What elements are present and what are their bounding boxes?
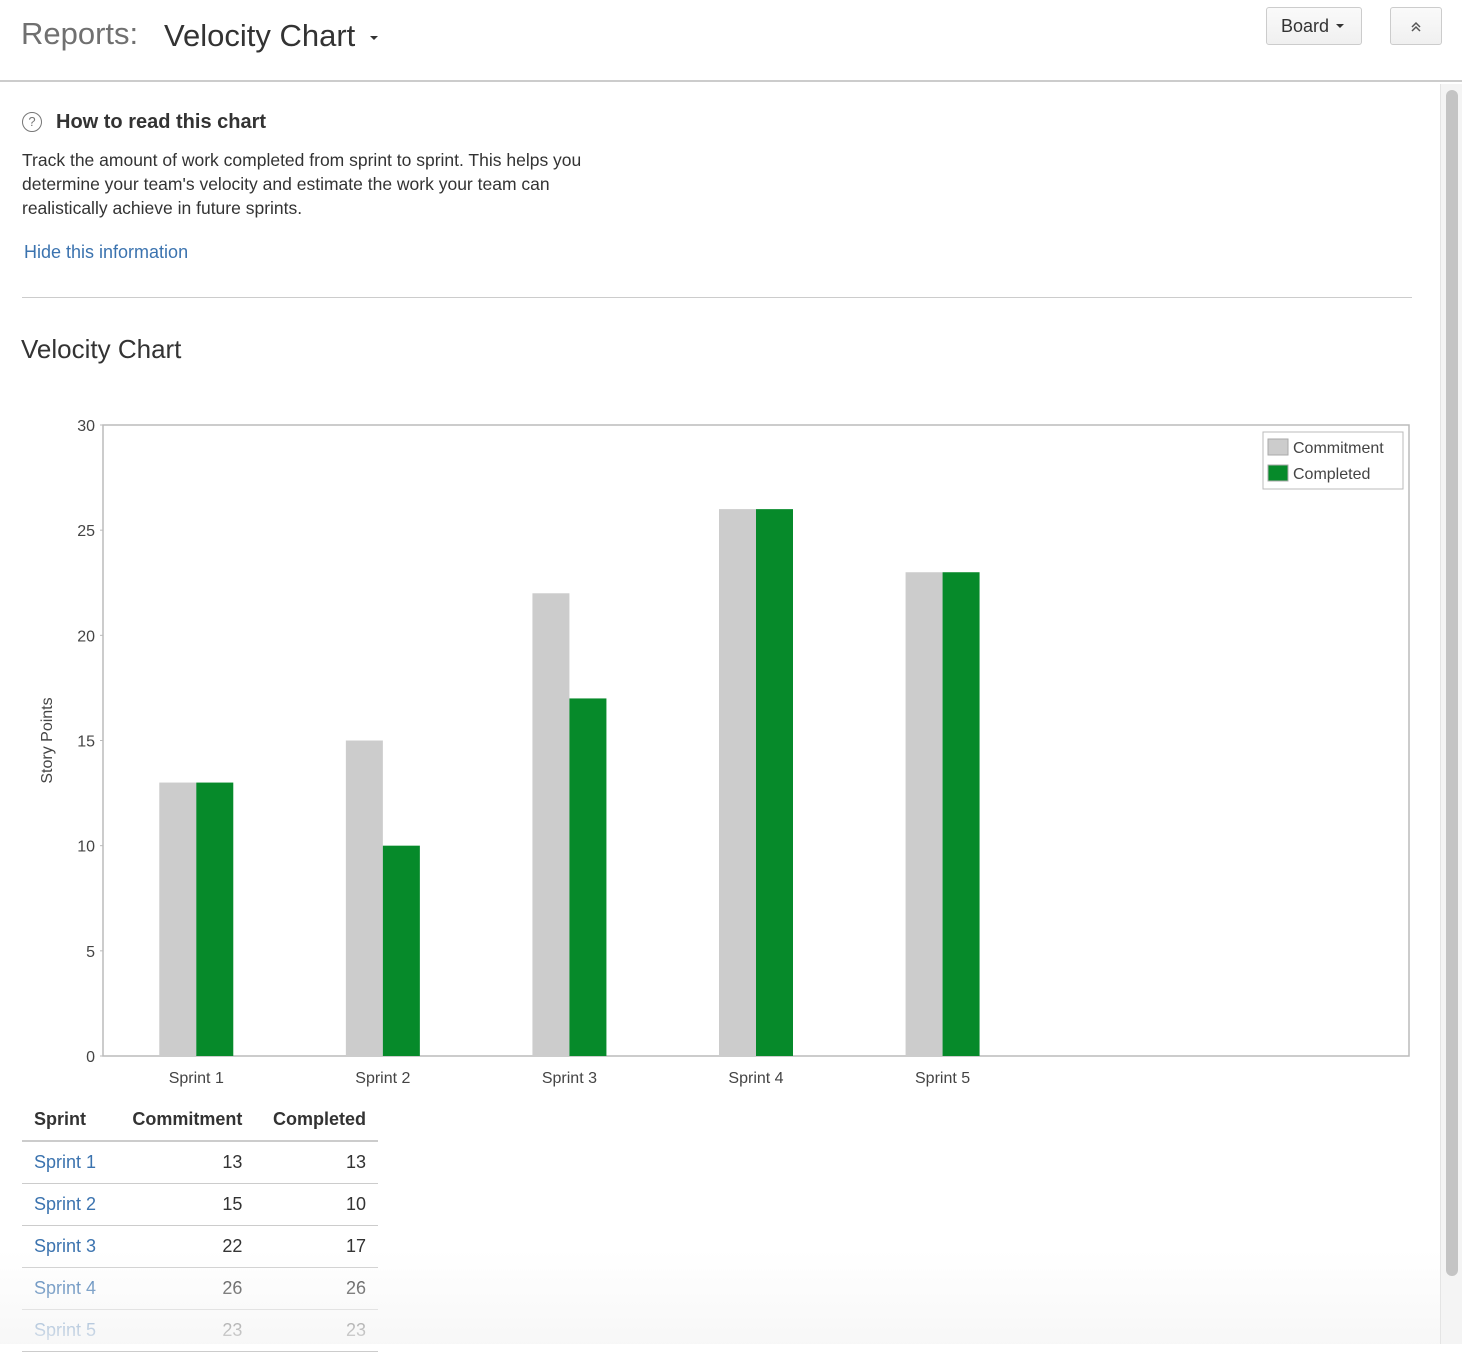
table-cell: 23 [112, 1309, 255, 1352]
table-cell: 26 [112, 1267, 255, 1310]
legend-label: Completed [1293, 466, 1370, 483]
info-text: Track the amount of work completed from … [22, 150, 582, 218]
board-button[interactable]: Board [1266, 7, 1362, 45]
y-tick-label: 30 [77, 418, 95, 435]
table-cell: 10 [254, 1183, 378, 1226]
sprint-link[interactable]: Sprint 1 [34, 1152, 97, 1172]
collapse-button[interactable] [1390, 7, 1442, 45]
velocity-table: Sprint Commitment Completed Sprint 1 13 13 Spr… [22, 1098, 378, 1352]
caret [1336, 24, 1344, 28]
y-tick-label: 15 [77, 734, 95, 751]
table-cell: 15 [112, 1183, 255, 1226]
y-tick-label: 0 [86, 1049, 95, 1066]
bar [382, 845, 420, 1056]
table-row: Sprint 1 13 13 [22, 1141, 378, 1184]
x-tick-label: Sprint 5 [915, 1070, 970, 1087]
report-selector[interactable]: Velocity Chart [164, 18, 356, 53]
table-cell: 23 [254, 1309, 378, 1352]
bar [532, 593, 570, 1056]
x-tick-label: Sprint 2 [355, 1070, 410, 1087]
sprint-link[interactable]: Sprint 3 [34, 1236, 97, 1256]
sprint-link[interactable]: Sprint 4 [34, 1278, 97, 1298]
divider [22, 297, 1412, 298]
table-row: Sprint 2 15 10 [22, 1183, 378, 1226]
table-cell: Sprint 5 [22, 1309, 113, 1352]
table-row: Sprint 4 26 26 [22, 1267, 378, 1310]
scrollbar-thumb[interactable] [1446, 90, 1458, 1276]
bar [345, 740, 383, 1056]
bar [159, 782, 197, 1056]
table-cell: 22 [112, 1225, 255, 1268]
x-tick-label: Sprint 3 [542, 1070, 597, 1087]
table-cell: 13 [112, 1141, 255, 1184]
chevron-icon [1411, 21, 1421, 32]
column-header: Commitment [112, 1098, 255, 1142]
bar [719, 509, 756, 1057]
chart: 0 5 10 15 20 25 30 Story Points Sprint 1 Sprint 2… [39, 418, 1410, 1087]
legend-label: Commitment [1293, 440, 1384, 457]
hide-info-link[interactable]: Hide this information [24, 242, 189, 262]
sprint-link[interactable]: Sprint 5 [34, 1320, 97, 1340]
legend-swatch [1267, 464, 1289, 482]
table-cell: 13 [254, 1141, 378, 1184]
header [0, 0, 1462, 82]
y-tick-label: 5 [86, 944, 95, 961]
y-axis-label: Story Points [39, 697, 56, 783]
column-header: Sprint [22, 1098, 113, 1142]
bar [569, 698, 607, 1056]
table-row: Sprint 3 22 17 [22, 1225, 378, 1268]
x-tick-label: Sprint 1 [169, 1070, 224, 1087]
bar [905, 572, 943, 1056]
x-tick-label: Sprint 4 [728, 1070, 783, 1087]
table-cell: Sprint 3 [22, 1225, 113, 1268]
section-label: Reports: [21, 16, 139, 51]
table-cell: Sprint 1 [22, 1141, 113, 1184]
legend-swatch [1267, 438, 1289, 456]
table-row: Sprint 5 23 23 [22, 1309, 378, 1352]
sprint-link[interactable]: Sprint 2 [34, 1194, 97, 1214]
y-tick-label: 20 [77, 628, 95, 645]
bar [756, 509, 793, 1057]
column-header: Completed [254, 1098, 378, 1142]
bar [942, 572, 980, 1056]
table-cell: Sprint 2 [22, 1183, 113, 1226]
info-heading: How to read this chart [56, 111, 267, 133]
table-cell: 17 [254, 1225, 378, 1268]
table-cell: Sprint 4 [22, 1267, 113, 1310]
y-tick-label: 10 [77, 839, 95, 856]
caret [370, 36, 378, 40]
bar [196, 782, 234, 1056]
help-icon: ? [22, 112, 42, 132]
table-cell: 26 [254, 1267, 378, 1310]
y-tick-label: 25 [77, 523, 95, 540]
chart-title: Velocity Chart [21, 334, 182, 364]
